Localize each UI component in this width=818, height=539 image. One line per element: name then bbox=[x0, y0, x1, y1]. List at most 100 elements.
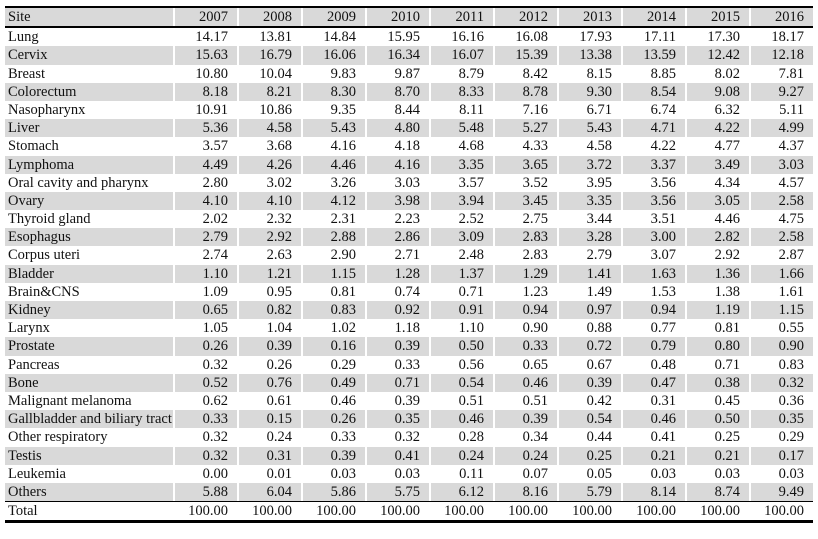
table-footer: Total 100.00 100.00 100.00 100.00 100.00 100.0… bbox=[5, 502, 813, 520]
table-row: Thyroid gland 2.02 2.32 2.31 2.23 2.52 2.75 3.4… bbox=[5, 210, 813, 228]
value-cell: 100.00 bbox=[380, 503, 420, 520]
table-row: Kidney 0.65 0.82 0.83 0.92 0.91 0.94 0.97 0.94 1.… bbox=[5, 301, 813, 320]
site-cell: Nasopharynx bbox=[8, 101, 86, 118]
value-cell: 16.16 bbox=[451, 29, 484, 46]
value-cell: 0.46 bbox=[495, 373, 557, 392]
value-cell: 2.82 bbox=[687, 228, 749, 247]
table-row: Prostate 0.26 0.39 0.16 0.39 0.50 0.33 0.72 0.79… bbox=[5, 337, 813, 356]
value-cell: 15.63 bbox=[175, 46, 237, 65]
value-cell: 9.08 bbox=[687, 82, 749, 101]
value-cell: 2.86 bbox=[367, 228, 429, 247]
value-cell: 0.71 bbox=[458, 283, 484, 300]
value-cell: 3.65 bbox=[495, 155, 557, 174]
value-cell: 12.42 bbox=[687, 46, 749, 65]
value-cell: 5.11 bbox=[779, 101, 804, 118]
value-cell: 0.29 bbox=[778, 429, 804, 446]
column-header-year: 2015 bbox=[687, 8, 749, 27]
value-cell: 3.52 bbox=[522, 174, 548, 191]
value-cell: 14.84 bbox=[323, 29, 356, 46]
column-header-year: 2012 bbox=[495, 8, 557, 27]
value-cell: 0.26 bbox=[175, 337, 237, 356]
value-cell: 5.27 bbox=[495, 119, 557, 138]
value-cell: 4.77 bbox=[714, 138, 740, 155]
value-cell: 4.22 bbox=[650, 138, 676, 155]
value-cell: 17.93 bbox=[579, 29, 612, 46]
value-cell: 0.03 bbox=[394, 465, 420, 482]
value-cell: 5.36 bbox=[175, 119, 237, 138]
site-cell: Larynx bbox=[8, 320, 50, 337]
value-cell: 3.09 bbox=[431, 228, 493, 247]
value-cell: 16.08 bbox=[515, 29, 548, 46]
site-cell: Other respiratory bbox=[8, 429, 108, 446]
value-cell: 0.39 bbox=[303, 446, 365, 465]
value-cell: 100.00 bbox=[508, 503, 548, 520]
value-cell: 13.81 bbox=[259, 29, 292, 46]
value-cell: 2.02 bbox=[202, 211, 228, 228]
value-cell: 8.21 bbox=[239, 82, 301, 101]
value-cell: 0.39 bbox=[367, 337, 429, 356]
value-cell: 0.52 bbox=[175, 373, 237, 392]
table-row: Lymphoma 4.49 4.26 4.46 4.16 3.35 3.65 3.72 3.37… bbox=[5, 155, 813, 174]
site-cell: Leukemia bbox=[8, 465, 66, 482]
value-cell: 100.00 bbox=[444, 503, 484, 520]
table-header-row: Site 2007 2008 2009 2010 2011 2012 2013 2014 2015… bbox=[5, 8, 813, 27]
value-cell: 1.53 bbox=[650, 283, 676, 300]
value-cell: 0.03 bbox=[330, 465, 356, 482]
value-cell: 3.35 bbox=[431, 155, 493, 174]
value-cell: 0.81 bbox=[330, 283, 356, 300]
value-cell: 0.55 bbox=[778, 320, 804, 337]
value-cell: 1.23 bbox=[522, 283, 548, 300]
value-cell: 0.03 bbox=[650, 465, 676, 482]
value-cell: 0.50 bbox=[687, 410, 749, 429]
value-cell: 9.49 bbox=[751, 482, 813, 502]
column-header-year: 2008 bbox=[239, 8, 301, 27]
site-cell: Gallbladder and biliary tract bbox=[5, 410, 173, 429]
value-cell: 5.79 bbox=[559, 482, 621, 502]
value-cell: 3.02 bbox=[266, 174, 292, 191]
value-cell: 0.45 bbox=[714, 392, 740, 409]
site-cell: Bone bbox=[5, 373, 173, 392]
value-cell: 2.74 bbox=[202, 247, 228, 264]
value-cell: 0.54 bbox=[559, 410, 621, 429]
value-cell: 4.33 bbox=[522, 138, 548, 155]
value-cell: 6.12 bbox=[431, 482, 493, 502]
value-cell: 16.34 bbox=[367, 46, 429, 65]
table-row: Other respiratory 0.32 0.24 0.33 0.32 0.28 0.3… bbox=[5, 428, 813, 446]
value-cell: 3.03 bbox=[394, 174, 420, 191]
value-cell: 4.58 bbox=[586, 138, 612, 155]
value-cell: 0.46 bbox=[623, 410, 685, 429]
site-cell: Kidney bbox=[5, 301, 173, 320]
value-cell: 2.79 bbox=[586, 247, 612, 264]
value-cell: 0.24 bbox=[495, 446, 557, 465]
value-cell: 0.39 bbox=[559, 373, 621, 392]
value-cell: 100.00 bbox=[700, 503, 740, 520]
site-cell: Ovary bbox=[5, 191, 173, 211]
value-cell: 5.75 bbox=[367, 482, 429, 502]
value-cell: 0.00 bbox=[202, 465, 228, 482]
column-header-year: 2010 bbox=[367, 8, 429, 27]
value-cell: 0.26 bbox=[303, 410, 365, 429]
value-cell: 0.42 bbox=[586, 392, 612, 409]
value-cell: 0.32 bbox=[751, 373, 813, 392]
value-cell: 3.95 bbox=[586, 174, 612, 191]
site-cell: Colorectum bbox=[5, 82, 173, 101]
value-cell: 0.54 bbox=[431, 373, 493, 392]
value-cell: 9.30 bbox=[559, 82, 621, 101]
table-row: Esophagus 2.79 2.92 2.88 2.86 3.09 2.83 3.28 3.0… bbox=[5, 228, 813, 247]
value-cell: 1.36 bbox=[687, 264, 749, 283]
value-cell: 13.38 bbox=[559, 46, 621, 65]
value-cell: 3.94 bbox=[431, 191, 493, 211]
value-cell: 8.54 bbox=[623, 82, 685, 101]
value-cell: 0.16 bbox=[303, 337, 365, 356]
value-cell: 16.07 bbox=[431, 46, 493, 65]
value-cell: 14.17 bbox=[195, 29, 228, 46]
value-cell: 8.18 bbox=[175, 82, 237, 101]
value-cell: 1.10 bbox=[458, 320, 484, 337]
value-cell: 0.41 bbox=[367, 446, 429, 465]
table-row: Gallbladder and biliary tract 0.33 0.15 0.2… bbox=[5, 410, 813, 429]
value-cell: 2.31 bbox=[330, 211, 356, 228]
value-cell: 4.18 bbox=[394, 138, 420, 155]
site-cell: Oral cavity and pharynx bbox=[8, 174, 149, 191]
value-cell: 100.00 bbox=[636, 503, 676, 520]
column-header-year: 2013 bbox=[559, 8, 621, 27]
